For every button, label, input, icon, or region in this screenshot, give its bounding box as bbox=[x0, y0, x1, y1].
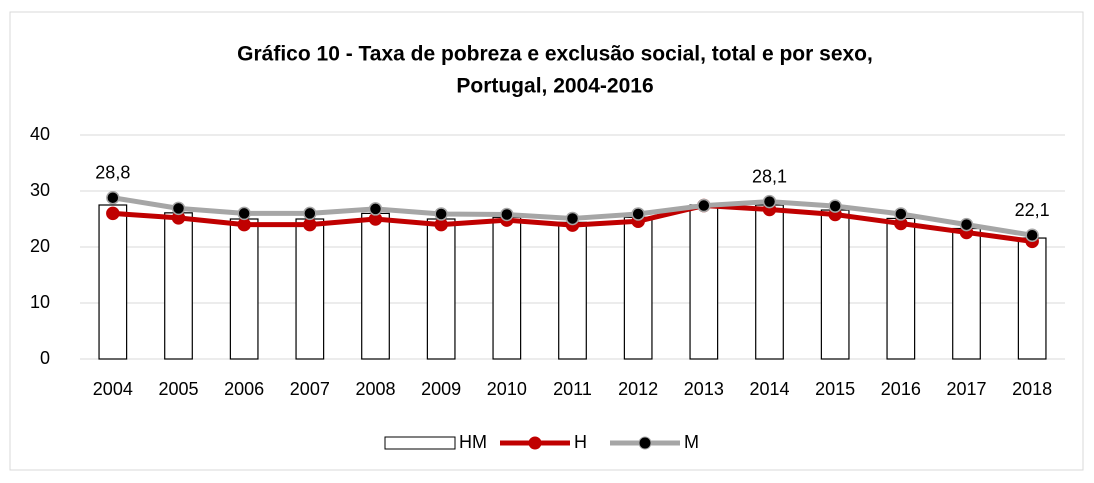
marker bbox=[237, 206, 251, 221]
marker bbox=[828, 199, 842, 213]
x-tick-label: 2009 bbox=[421, 379, 461, 399]
marker bbox=[303, 217, 317, 232]
y-tick-label: 10 bbox=[30, 292, 50, 312]
legend-label: M bbox=[684, 432, 699, 452]
bar bbox=[952, 227, 981, 360]
bar bbox=[98, 204, 128, 360]
x-tick-label: 2007 bbox=[290, 379, 330, 399]
marker bbox=[762, 194, 777, 209]
bar bbox=[361, 212, 390, 360]
data-label: 28,1 bbox=[752, 166, 787, 186]
y-tick-label: 20 bbox=[30, 236, 50, 256]
bar bbox=[229, 218, 259, 360]
marker bbox=[106, 190, 120, 205]
marker bbox=[303, 206, 317, 221]
x-tick-label: 2008 bbox=[355, 379, 395, 399]
marker bbox=[697, 198, 711, 213]
marker bbox=[237, 217, 251, 232]
marker bbox=[500, 207, 514, 222]
x-tick-label: 2017 bbox=[946, 379, 986, 399]
bar bbox=[295, 218, 325, 360]
bar bbox=[426, 218, 456, 360]
chart-title: Gráfico 10 - Taxa de pobreza e exclusão … bbox=[237, 43, 873, 66]
x-tick-label: 2010 bbox=[487, 379, 527, 399]
legend-swatch bbox=[384, 436, 456, 450]
y-tick-label: 30 bbox=[30, 180, 50, 200]
bar bbox=[886, 217, 916, 360]
x-tick-label: 2004 bbox=[93, 379, 133, 399]
y-tick-label: 0 bbox=[40, 348, 50, 368]
bar bbox=[558, 221, 587, 360]
data-label: 22,1 bbox=[1015, 200, 1050, 220]
legend-marker bbox=[638, 436, 652, 450]
bar bbox=[492, 216, 522, 360]
x-tick-label: 2015 bbox=[815, 379, 855, 399]
x-tick-label: 2012 bbox=[618, 379, 658, 399]
x-tick-label: 2014 bbox=[749, 379, 789, 399]
x-tick-label: 2006 bbox=[224, 379, 264, 399]
legend-label: H bbox=[574, 432, 587, 452]
marker bbox=[631, 207, 645, 221]
legend-marker bbox=[528, 436, 542, 450]
x-tick-label: 2013 bbox=[684, 379, 724, 399]
x-tick-label: 2016 bbox=[881, 379, 921, 399]
x-tick-label: 2011 bbox=[553, 379, 592, 399]
marker bbox=[171, 201, 186, 216]
marker bbox=[106, 206, 120, 221]
y-tick-label: 40 bbox=[30, 124, 50, 144]
bar bbox=[1017, 237, 1047, 360]
bar bbox=[755, 204, 784, 360]
bar bbox=[623, 216, 653, 360]
x-tick-label: 2005 bbox=[158, 379, 198, 399]
x-tick-label: 2018 bbox=[1012, 379, 1052, 399]
data-label: 28,8 bbox=[95, 162, 130, 182]
legend-label: HM bbox=[459, 432, 487, 452]
marker bbox=[894, 207, 908, 221]
bar bbox=[164, 212, 193, 360]
marker bbox=[1025, 228, 1039, 242]
marker bbox=[434, 207, 448, 221]
chart-subtitle: Portugal, 2004-2016 bbox=[456, 75, 653, 98]
marker bbox=[368, 202, 383, 216]
marker bbox=[565, 211, 580, 226]
bar bbox=[689, 204, 719, 360]
bar bbox=[820, 209, 850, 360]
marker bbox=[959, 217, 974, 232]
